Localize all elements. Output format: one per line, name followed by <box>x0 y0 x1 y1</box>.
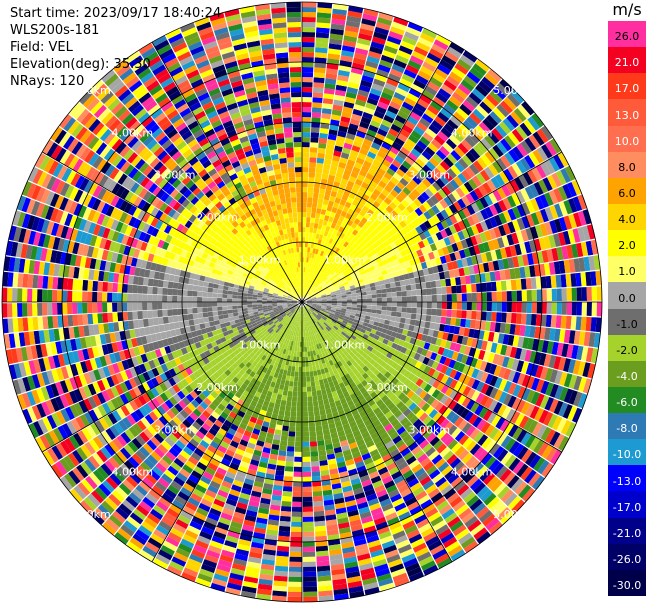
ring-distance-label: 2.00km <box>196 381 238 394</box>
colorbar-segment <box>608 491 646 519</box>
azimuth-spoke <box>41 301 303 453</box>
colorbar-segment <box>608 517 646 545</box>
colorbar-tick-label: -2.0 <box>616 343 638 357</box>
colorbar-segment <box>608 413 646 440</box>
colorbar-segment <box>608 47 646 74</box>
ring-distance-label: 3.00km <box>154 169 196 182</box>
start-time-text: Start time: 2023/09/17 18:40:24 <box>10 6 222 21</box>
colorbar-tick-label: -13.0 <box>612 474 642 488</box>
ring-distance-label: 4.00km <box>451 126 493 139</box>
range-rings <box>1 1 603 603</box>
colorbar-segment <box>608 125 646 153</box>
plot-info: Start time: 2023/09/17 18:40:24 WLS200s-… <box>10 5 221 90</box>
colorbar-tick-label: 1.0 <box>618 265 636 279</box>
nrays-text: NRays: 120 <box>10 74 85 89</box>
ring-distance-label: 5.00km <box>493 84 535 97</box>
ring-distance-label: 2.00km <box>366 381 408 394</box>
instrument-text: WLS200s-181 <box>10 23 100 38</box>
colorbar-segment <box>608 308 646 336</box>
colorbar-segment <box>608 73 646 100</box>
colorbar-segment <box>608 203 646 231</box>
colorbar-tick-label: 0.0 <box>618 291 636 305</box>
ring-distance-label: 4.00km <box>112 466 154 479</box>
colorbar-tick-label: 8.0 <box>618 160 636 174</box>
ring-distance-label: 1.00km <box>239 254 281 267</box>
colorbar-segment <box>608 543 646 571</box>
colorbar-segment <box>608 569 646 597</box>
colorbar-segment <box>608 282 646 309</box>
ring-distance-label: 4.00km <box>451 466 493 479</box>
colorbar-tick-label: 13.0 <box>614 108 640 122</box>
ring-distance-label: 3.00km <box>409 423 451 436</box>
ring-distance-label: 1.00km <box>324 254 366 267</box>
ring-distance-label: 2.00km <box>196 211 238 224</box>
colorbar-tick-label: 6.0 <box>618 187 636 201</box>
colorbar-segment <box>608 334 646 362</box>
azimuth-spoke <box>301 301 453 563</box>
colorbar-segment <box>608 386 646 414</box>
colorbar-segment <box>608 465 646 492</box>
ring-distance-label: 3.00km <box>409 169 451 182</box>
colorbar-tick-label: -8.0 <box>616 422 638 436</box>
azimuth-spoke <box>301 41 453 303</box>
azimuth-spoke <box>151 41 303 303</box>
colorbar-tick-label: -6.0 <box>616 396 638 410</box>
ring-distance-label: 1.00km <box>324 338 366 351</box>
colorbar-segment <box>608 360 646 388</box>
ring-distance-label: 1.00km <box>239 338 281 351</box>
ring-distance-label: 5.00km <box>69 508 111 521</box>
colorbar-unit: m/s <box>612 0 642 19</box>
colorbar-tick-label: -26.0 <box>612 552 642 566</box>
colorbar-segment <box>608 439 646 466</box>
field-text: Field: VEL <box>10 40 73 55</box>
elevation-text: Elevation(deg): 35.30 <box>10 57 151 72</box>
colorbar-tick-label: 21.0 <box>614 56 640 70</box>
colorbar-tick-label: -21.0 <box>612 526 642 540</box>
velocity-gates <box>2 2 602 602</box>
azimuth-spoke <box>41 151 303 303</box>
colorbar-segment <box>608 256 646 283</box>
colorbar-tick-label: -1.0 <box>616 317 638 331</box>
colorbar-segment <box>608 99 646 127</box>
colorbar-tick-label: -17.0 <box>612 500 642 514</box>
colorbar-tick-label: 2.0 <box>618 239 636 253</box>
ring-labels: 1.00km 1.00km 1.00km 1.00km 2.00km 2.00km 2.00… <box>69 84 535 521</box>
azimuth-spoke <box>301 301 563 453</box>
colorbar-tick-label: 17.0 <box>614 82 640 96</box>
azimuth-spoke <box>301 151 563 303</box>
colorbar-tick-label: 10.0 <box>614 134 640 148</box>
colorbar-segment <box>608 230 646 257</box>
colorbar-tick-label: 26.0 <box>614 30 640 44</box>
ring-distance-label: 5.00km <box>69 84 111 97</box>
ring-distance-label: 5.00km <box>493 508 535 521</box>
azimuth-spoke <box>151 301 303 563</box>
colorbar-segment <box>608 151 646 179</box>
ring-distance-label: 4.00km <box>112 126 154 139</box>
colorbar-segment <box>608 21 646 48</box>
colorbar: 26.0 21.0 17.0 13.0 10.0 8.0 6.0 4.0 2.0 1.0 0.0 -1… <box>608 21 646 597</box>
colorbar-segment <box>608 177 646 205</box>
ring-distance-label: 3.00km <box>154 423 196 436</box>
colorbar-tick-label: -30.0 <box>612 579 642 593</box>
ppi-velocity-plot: 1.00km 1.00km 1.00km 1.00km 2.00km 2.00km 2.00… <box>1 1 603 603</box>
ring-distance-label: 2.00km <box>366 211 408 224</box>
colorbar-tick-label: -10.0 <box>612 448 642 462</box>
colorbar-tick-label: -4.0 <box>616 369 638 383</box>
colorbar-tick-label: 4.0 <box>618 213 636 227</box>
